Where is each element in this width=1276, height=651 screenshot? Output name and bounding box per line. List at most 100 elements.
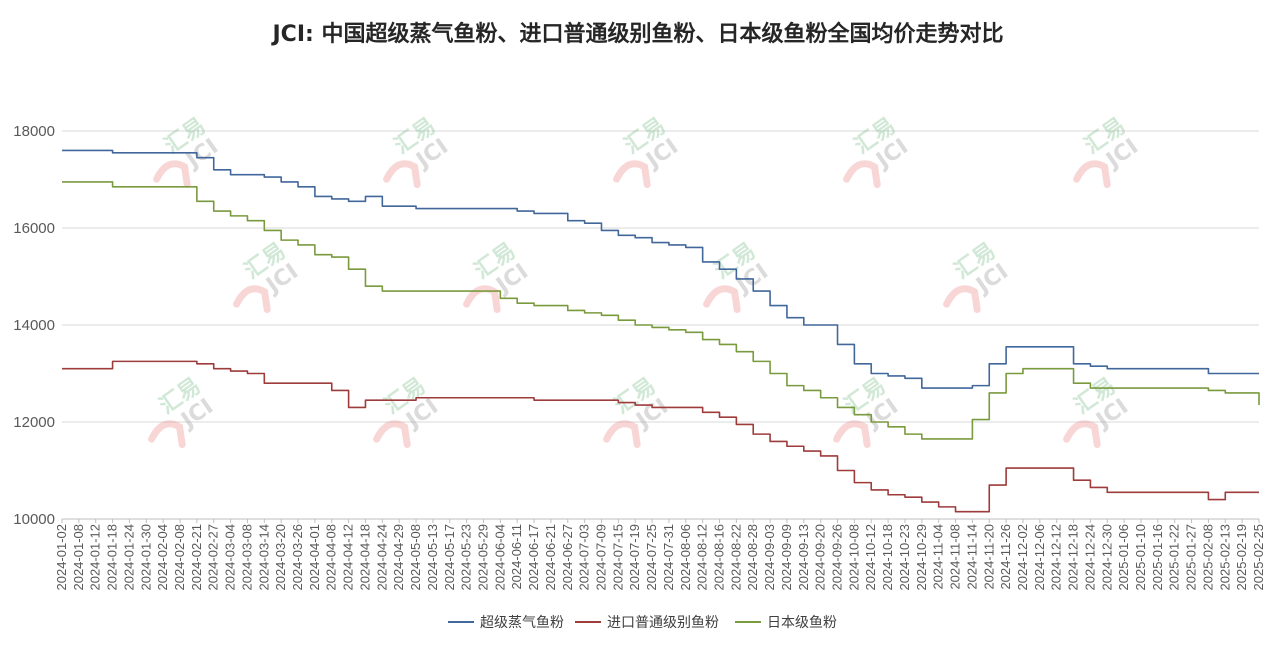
x-tick-label: 2024-01-30 (138, 524, 153, 591)
x-tick-label: 2024-03-04 (223, 524, 238, 591)
x-tick-label: 2024-08-16 (712, 524, 727, 591)
x-tick-label: 2024-11-20 (981, 524, 996, 590)
x-tick-label: 2024-10-18 (880, 524, 895, 591)
x-tick-label: 2024-06-27 (560, 524, 575, 591)
x-tick-label: 2024-07-03 (577, 524, 592, 591)
x-tick-label: 2024-04-18 (357, 524, 372, 591)
x-tick-label: 2024-12-06 (1032, 524, 1047, 591)
x-tick-label: 2024-10-29 (914, 524, 929, 591)
x-tick-label: 2024-08-28 (745, 524, 760, 591)
x-tick-label: 2024-04-29 (391, 524, 406, 591)
x-tick-label: 2024-04-24 (374, 524, 389, 591)
x-tick-label: 2024-06-04 (492, 524, 507, 591)
x-tick-label: 2024-05-13 (425, 524, 440, 591)
x-tick-label: 2024-06-17 (526, 524, 541, 591)
x-tick-label: 2024-07-09 (593, 524, 608, 591)
x-tick-label: 2024-12-24 (1082, 524, 1097, 591)
x-tick-label: 2024-01-08 (71, 524, 86, 591)
x-tick-label: 2024-08-06 (678, 524, 693, 591)
chart-title: JCI: 中国超级蒸气鱼粉、进口普通级别鱼粉、日本级鱼粉全国均价走势对比 (272, 22, 1004, 47)
x-tick-label: 2025-01-27 (1184, 524, 1199, 591)
x-tick-label: 2024-08-12 (695, 524, 710, 591)
legend-label-1: 超级蒸气鱼粉 (480, 614, 564, 631)
x-tick-label: 2024-09-09 (779, 524, 794, 591)
x-tick-label: 2024-05-23 (459, 524, 474, 591)
y-tick-label: 12000 (13, 414, 55, 431)
x-tick-label: 2024-12-02 (1015, 524, 1030, 591)
watermark-mark (843, 160, 881, 189)
x-tick-label: 2025-02-19 (1234, 524, 1249, 591)
watermark-mark (463, 285, 501, 314)
x-tick-label: 2024-09-03 (762, 524, 777, 591)
x-tick-label: 2024-08-22 (728, 524, 743, 591)
x-tick-label: 2024-04-01 (307, 524, 322, 591)
x-tick-label: 2024-07-31 (661, 524, 676, 591)
x-tick-label: 2024-07-25 (644, 524, 659, 591)
x-tick-label: 2024-07-19 (627, 524, 642, 591)
watermark-mark (148, 420, 186, 449)
x-tick-label: 2024-01-24 (121, 524, 136, 591)
x-tick-label: 2024-10-23 (897, 524, 912, 591)
x-tick-label: 2024-11-14 (964, 524, 979, 590)
x-tick-label: 2025-02-08 (1200, 524, 1215, 591)
x-tick-label: 2025-02-25 (1251, 524, 1266, 591)
x-tick-label: 2024-04-08 (324, 524, 339, 591)
x-tick-label: 2024-05-29 (475, 524, 490, 591)
x-tick-label: 2025-02-13 (1217, 524, 1232, 591)
x-tick-label: 2024-03-14 (256, 524, 271, 591)
x-tick-label: 2024-09-13 (796, 524, 811, 591)
x-tick-label: 2024-01-18 (105, 524, 120, 591)
watermark-mark (153, 160, 191, 189)
x-tick-label: 2024-10-12 (863, 524, 878, 591)
x-tick-label: 2024-10-08 (846, 524, 861, 591)
x-tick-label: 2024-12-30 (1099, 524, 1114, 591)
x-tick-label: 2024-06-21 (543, 524, 558, 591)
x-tick-label: 2024-04-12 (341, 524, 356, 591)
watermark-mark (1073, 160, 1111, 189)
y-tick-label: 10000 (13, 511, 55, 528)
y-tick-label: 16000 (13, 220, 55, 237)
x-tick-label: 2024-11-26 (998, 524, 1013, 590)
legend-label-3: 日本级鱼粉 (767, 614, 837, 631)
x-tick-label: 2024-11-04 (931, 524, 946, 590)
watermark-mark (383, 160, 421, 189)
x-tick-label: 2024-02-27 (206, 524, 221, 591)
x-tick-label: 2024-06-11 (509, 524, 524, 590)
x-tick-label: 2024-03-26 (290, 524, 305, 591)
watermark-mark (703, 285, 741, 314)
legend-label-2: 进口普通级别鱼粉 (607, 614, 719, 631)
x-tick-label: 2024-05-08 (408, 524, 423, 591)
x-tick-label: 2024-01-02 (54, 524, 69, 591)
watermark-mark (233, 285, 271, 314)
x-tick-label: 2024-05-17 (442, 524, 457, 591)
x-tick-label: 2024-11-08 (948, 524, 963, 590)
y-tick-label: 18000 (13, 123, 55, 140)
x-tick-label: 2025-01-22 (1167, 524, 1182, 591)
series-line-3 (62, 181, 1260, 440)
x-tick-label: 2024-02-21 (189, 524, 204, 591)
x-tick-label: 2024-09-20 (813, 524, 828, 591)
x-tick-label: 2024-07-15 (610, 524, 625, 591)
x-tick-label: 2025-01-16 (1150, 524, 1165, 591)
x-tick-label: 2024-02-04 (155, 524, 170, 591)
series-line-2 (62, 360, 1259, 513)
x-tick-label: 2025-01-10 (1133, 524, 1148, 591)
x-tick-label: 2024-03-20 (273, 524, 288, 591)
watermark-mark (1063, 420, 1101, 449)
x-tick-label: 2024-02-08 (172, 524, 187, 591)
watermark-mark (943, 285, 981, 314)
watermark-mark (833, 420, 871, 449)
x-tick-label: 2024-03-08 (239, 524, 254, 591)
watermark-mark (613, 160, 651, 189)
